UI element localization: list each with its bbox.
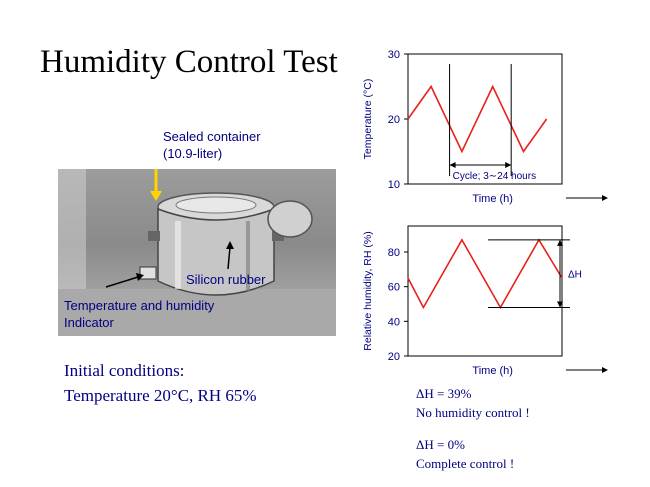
cycle-arrow-right [505,162,512,168]
series-line [407,84,548,154]
container-photo [58,169,336,336]
delta-arrow-top [557,239,563,246]
y-tick-label: 20 [388,114,400,126]
photo-arrows [105,169,234,288]
y-tick-label: 60 [388,282,400,294]
no-control-text: No humidity control ! [416,405,530,420]
y-tick-label: 20 [388,351,400,363]
x-axis-label: Time (h) [472,365,513,377]
initial-conditions-values: Temperature 20°C, RH 65% [64,386,257,405]
temperature-chart: 10 20 30 Temperature (°C) Time (h) Cycle; 3∼2… [362,49,608,205]
y-tick-label: 10 [388,179,400,191]
container-volume-label: (10.9-liter) [163,146,223,161]
y-tick-label: 40 [388,316,400,328]
x-axis-label: Time (h) [472,193,513,205]
initial-conditions-heading: Initial conditions: [64,361,185,380]
sealed-container-label: Sealed container [163,129,261,144]
indicator-label-line1: Temperature and humidity [64,298,215,313]
no-control-delta: ΔH = 39% [416,386,472,401]
plot-frame [407,225,563,357]
series-line [407,238,563,310]
x-axis-arrow-head [602,367,608,373]
cycle-arrow-left [449,162,456,168]
slide-title: Humidity Control Test [40,44,338,80]
x-axis-arrow-head [602,195,608,201]
delta-arrow-bottom [557,301,563,308]
complete-control-text: Complete control ! [416,456,515,471]
container-illustration [58,169,336,336]
indicator-label-line2: Indicator [64,315,114,330]
y-tick-label: 30 [388,49,400,61]
cycle-annotation: Cycle; 3∼24 hours [453,171,536,182]
y-axis-label: Relative humidity, RH (%) [362,231,374,350]
humidity-chart: 20 40 60 80 Relative humidity, RH (%) Time (h… [362,225,608,377]
y-axis-label: Temperature (°C) [362,79,374,160]
complete-control-delta: ΔH = 0% [416,437,465,452]
silicon-rubber-label: Silicon rubber [186,272,266,287]
delta-h-annotation: ΔH [568,270,582,281]
y-tick-label: 80 [388,247,400,259]
